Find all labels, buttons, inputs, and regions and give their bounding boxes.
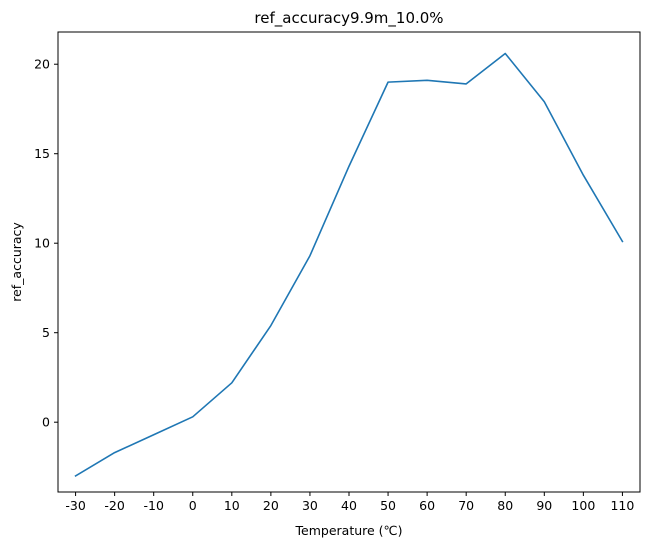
x-tick-label: 40: [341, 498, 357, 513]
y-axis: 0 5 10 15 20: [34, 57, 58, 430]
x-axis: -30 -20 -10 0 10 20 30 40 50 60 70 80 90 100 110: [65, 492, 634, 513]
y-tick-label: 10: [34, 236, 50, 251]
x-tick-label: 110: [610, 498, 634, 513]
x-tick-label: 0: [189, 498, 197, 513]
x-axis-label: Temperature (℃): [295, 523, 403, 538]
x-tick-label: 90: [536, 498, 552, 513]
x-tick-label: -30: [65, 498, 85, 513]
y-axis-label: ref_accuracy: [9, 222, 24, 302]
y-tick-label: 0: [42, 415, 50, 430]
y-tick-label: 20: [34, 57, 50, 72]
x-tick-label: -10: [143, 498, 163, 513]
y-tick-label: 5: [42, 325, 50, 340]
chart-title: ref_accuracy9.9m_10.0%: [254, 9, 443, 28]
x-tick-label: 50: [380, 498, 396, 513]
x-tick-label: -20: [104, 498, 124, 513]
x-tick-label: 70: [458, 498, 474, 513]
x-tick-label: 10: [224, 498, 240, 513]
x-tick-label: 100: [571, 498, 595, 513]
x-tick-label: 60: [419, 498, 435, 513]
y-tick-label: 15: [34, 146, 50, 161]
x-tick-label: 30: [302, 498, 318, 513]
plot-marks: [74, 52, 624, 477]
x-tick-label: 20: [263, 498, 279, 513]
x-tick-label: 80: [497, 498, 513, 513]
